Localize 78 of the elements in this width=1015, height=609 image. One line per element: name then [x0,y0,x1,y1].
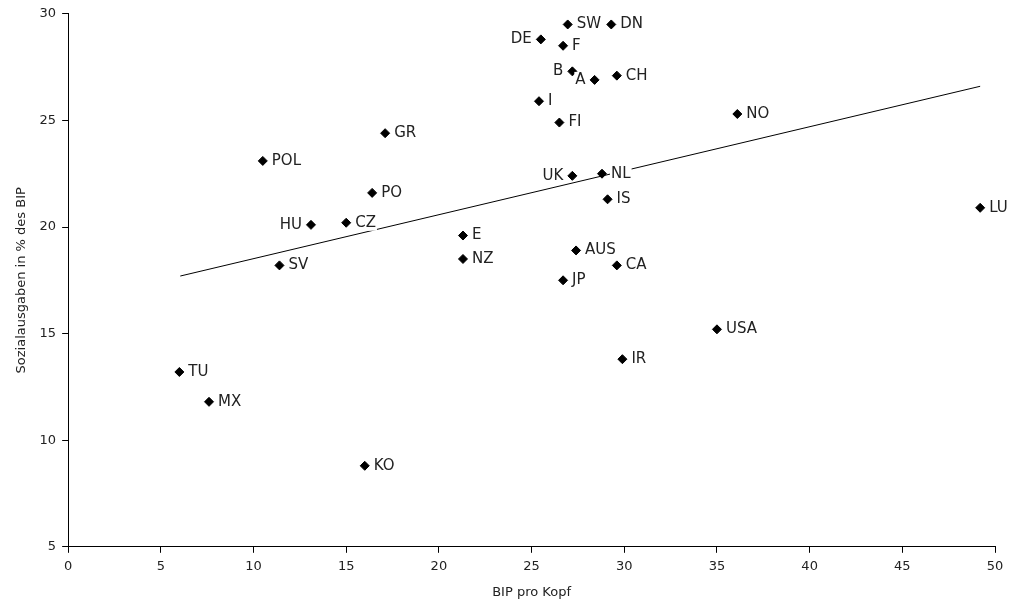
annotation: CA [625,255,648,274]
annotation: POL [271,150,302,169]
annotation: FI [568,112,582,131]
point [359,460,370,471]
annotation: DN [620,14,644,33]
annotation: B [553,61,564,80]
point [611,260,622,271]
annotation: IR [631,349,647,368]
annotation: GR [394,123,417,142]
y-tick-label: 30 [39,5,57,21]
annotation: IS [616,189,631,208]
annotation: USA [725,319,758,338]
point [558,40,569,51]
x-tick-label: 0 [64,557,73,573]
point [341,217,352,228]
annotation: SW [576,14,602,33]
point [380,128,391,139]
x-tick-label: 50 [986,557,1004,573]
point [611,70,622,81]
y-tick-label: 20 [39,218,57,234]
annotation: KO [373,455,395,474]
annotation: MX [218,391,242,410]
x-tick-label: 5 [156,557,165,573]
x-tick-label: 10 [245,557,262,573]
point [606,19,617,30]
annotation: NZ [471,248,494,267]
point [589,74,600,85]
annotation: CH [625,65,648,84]
x-tick-label: 30 [615,557,633,573]
x-tick-label: 35 [708,557,726,573]
annotation: JP [571,270,586,289]
y-tick-label: 15 [39,324,57,340]
point [457,230,468,241]
annotation: HU [279,214,302,233]
point [571,245,582,256]
point [204,396,215,407]
point [305,219,316,230]
y-tick-label: 5 [47,538,57,554]
annotation: LU [989,197,1008,216]
y-tick-label: 25 [39,111,57,127]
point [602,194,613,205]
annotation: I [547,91,553,110]
x-tick-label: 15 [337,557,355,573]
x-tick-label: 20 [430,557,448,573]
point [711,324,722,335]
point [174,366,185,377]
annotation: E [471,225,482,244]
annotation: NL [611,163,632,182]
annotation: F [572,35,581,54]
point [533,96,544,107]
annotation: TU [187,361,209,380]
point [457,253,468,264]
x-axis-title: BIP pro Kopf [492,583,572,599]
point [597,168,608,179]
annotation: DE [510,29,532,48]
point [535,34,546,45]
annotation: NO [746,103,770,122]
annotation: PO [381,182,403,201]
y-tick-label: 10 [39,431,57,447]
y-axis-title: Sozialausgaben in % des BIP [13,187,29,374]
point [367,187,378,198]
point [274,260,285,271]
annotation: SV [288,255,309,274]
x-tick-label: 25 [523,557,540,573]
point [562,19,573,30]
point [567,170,578,181]
annotation: CZ [355,212,376,231]
annotation: AUS [585,240,616,259]
x-tick-label: 45 [894,557,911,573]
point [975,202,986,213]
x-tick-label: 40 [801,557,818,573]
point [732,109,743,119]
point [257,155,268,166]
point [617,354,628,365]
annotation: A [575,69,587,88]
point [558,275,569,286]
point [554,117,565,128]
annotation: UK [542,165,565,184]
